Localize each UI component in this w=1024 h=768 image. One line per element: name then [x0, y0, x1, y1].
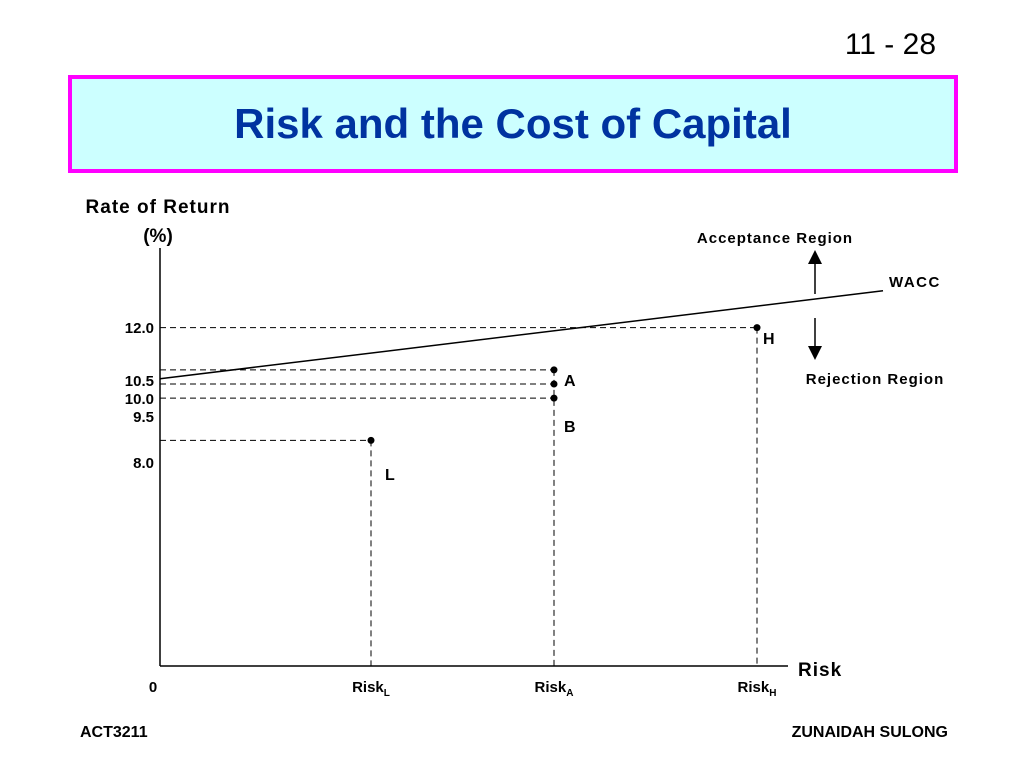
data-points	[367, 324, 761, 444]
x-tick-risk-h: RiskH	[738, 679, 777, 699]
y-axis-unit: (%)	[143, 226, 173, 247]
acceptance-region-label: Acceptance Region	[697, 230, 853, 247]
slide-number: 11 - 28	[844, 28, 936, 61]
y-axis-label: Rate of Return	[86, 197, 231, 218]
y-tick-10-5: 10.5	[125, 373, 154, 390]
point-h	[753, 324, 761, 332]
point-a	[550, 366, 558, 374]
point-label-l: L	[385, 467, 395, 484]
x-ticks: RiskL RiskA RiskH	[352, 679, 776, 699]
y-tick-9-5: 9.5	[133, 409, 154, 426]
rejection-region-label: Rejection Region	[806, 371, 945, 388]
y-tick-8: 8.0	[133, 455, 154, 472]
rejection-arrow-head	[808, 346, 822, 360]
x-axis-label: Risk	[798, 660, 842, 681]
acceptance-arrow-head	[808, 250, 822, 264]
point-label-b: B	[564, 419, 576, 436]
y-guides	[160, 327, 757, 441]
footer-course-code: ACT3211	[80, 724, 148, 741]
footer-author: ZUNAIDAH SULONG	[791, 724, 948, 741]
slide-title: Risk and the Cost of Capital	[234, 100, 792, 147]
x-guides	[370, 327, 758, 666]
y-ticks: 12.0 10.5 10.0 9.5 8.0	[125, 320, 154, 472]
x-tick-risk-l: RiskL	[352, 679, 390, 699]
y-tick-12: 12.0	[125, 320, 154, 337]
origin-label: 0	[149, 679, 157, 696]
y-tick-10: 10.0	[125, 391, 154, 408]
title-box: Risk and the Cost of Capital	[68, 75, 958, 173]
wacc-chart: Rate of Return (%) Risk 0 12.0 10.5 10.0…	[86, 197, 945, 699]
point-b	[550, 394, 558, 402]
point-wacc-at-risk-a	[550, 380, 558, 388]
wacc-line	[159, 290, 884, 380]
point-labels: L A B H	[385, 331, 775, 484]
point-label-h: H	[763, 331, 775, 348]
x-tick-risk-a: RiskA	[535, 679, 574, 699]
point-label-a: A	[564, 373, 576, 390]
point-l	[367, 436, 375, 444]
wacc-label: WACC	[889, 274, 941, 291]
